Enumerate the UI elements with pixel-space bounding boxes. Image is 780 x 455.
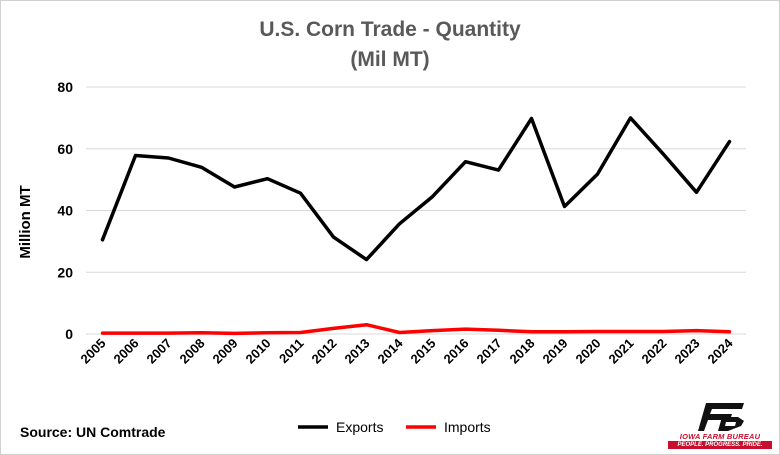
data-point-imports [596,330,599,333]
y-tick-label: 20 [57,264,73,280]
x-tick-label: 2012 [309,336,340,367]
data-point-exports [728,140,731,143]
x-tick-label: 2023 [672,336,703,367]
data-point-imports [695,329,698,332]
y-tick-label: 40 [57,203,73,219]
data-point-exports [167,156,170,160]
y-axis-label: Million MT [17,185,34,258]
x-tick-label: 2018 [507,336,538,367]
iowa-farm-bureau-logo: IOWA FARM BUREAU PEOPLE. PROGRESS. PRIDE… [668,403,772,449]
y-tick-label: 0 [65,326,73,342]
x-tick-label: 2024 [705,335,737,367]
x-tick-label: 2008 [177,336,208,367]
data-point-exports [233,185,236,189]
data-point-exports [299,192,302,195]
data-point-imports [233,332,236,335]
data-point-imports [431,329,434,332]
data-point-exports [398,222,401,225]
data-point-exports [266,177,269,180]
x-axis-tick-labels: 2005 2006 2007 2008 2009 2010 2011 2012 2013 2014… [78,335,737,367]
data-point-imports [530,330,533,333]
data-point-imports [134,331,137,335]
series-line-imports [100,322,732,336]
data-point-imports [497,329,500,332]
data-point-imports [167,331,170,335]
legend: Exports Imports [298,419,491,435]
data-point-imports [629,330,632,333]
data-point-exports [695,191,698,194]
y-tick-label: 60 [57,141,73,157]
x-tick-label: 2013 [342,336,373,367]
chart-title: U.S. Corn Trade - Quantity [259,18,521,41]
data-point-exports [200,166,203,169]
x-tick-label: 2005 [78,336,109,367]
series-lines [100,116,732,336]
x-tick-label: 2016 [441,336,472,367]
data-point-imports [398,331,401,334]
x-tick-label: 2010 [243,336,274,367]
data-point-exports [497,168,500,172]
data-point-exports [332,235,335,239]
data-point-imports [266,331,269,334]
data-point-exports [629,116,632,120]
x-tick-label: 2022 [639,336,670,367]
data-point-imports [464,327,467,331]
data-point-imports [365,323,368,326]
x-tick-label: 2015 [408,336,439,367]
data-point-imports [662,330,665,333]
data-point-imports [728,330,731,333]
source-note: Source: UN Comtrade [20,424,166,440]
data-point-imports [332,327,335,330]
x-tick-label: 2019 [540,336,571,367]
y-axis-tick-labels: 0 20 40 60 80 [57,79,73,342]
data-point-exports [431,195,434,198]
series-line-exports [100,116,732,262]
y-tick-label: 80 [57,79,73,95]
data-point-imports [200,331,203,334]
data-point-exports [662,153,665,156]
logo-tagline: PEOPLE. PROGRESS. PRIDE. [668,441,772,449]
data-point-exports [134,154,137,157]
legend-label: Exports [336,419,383,435]
data-point-exports [563,205,566,208]
data-point-exports [365,258,368,261]
x-tick-label: 2011 [276,336,307,367]
data-point-imports [299,331,302,334]
x-tick-label: 2017 [474,336,505,367]
fb-logo-mark-icon [698,403,744,431]
x-tick-label: 2006 [111,336,142,367]
data-point-exports [530,117,533,120]
data-point-imports [563,330,566,333]
x-tick-label: 2009 [210,336,241,367]
data-point-exports [596,172,599,176]
logo-name: IOWA FARM BUREAU [679,432,761,441]
x-tick-label: 2014 [375,335,407,367]
x-tick-label: 2007 [144,336,175,367]
data-point-exports [464,160,467,163]
data-point-imports [101,331,104,335]
legend-label: Imports [444,419,491,435]
x-tick-label: 2020 [573,336,604,367]
x-tick-label: 2021 [606,336,637,367]
chart-subtitle: (Mil MT) [350,48,430,71]
data-point-exports [101,238,104,241]
